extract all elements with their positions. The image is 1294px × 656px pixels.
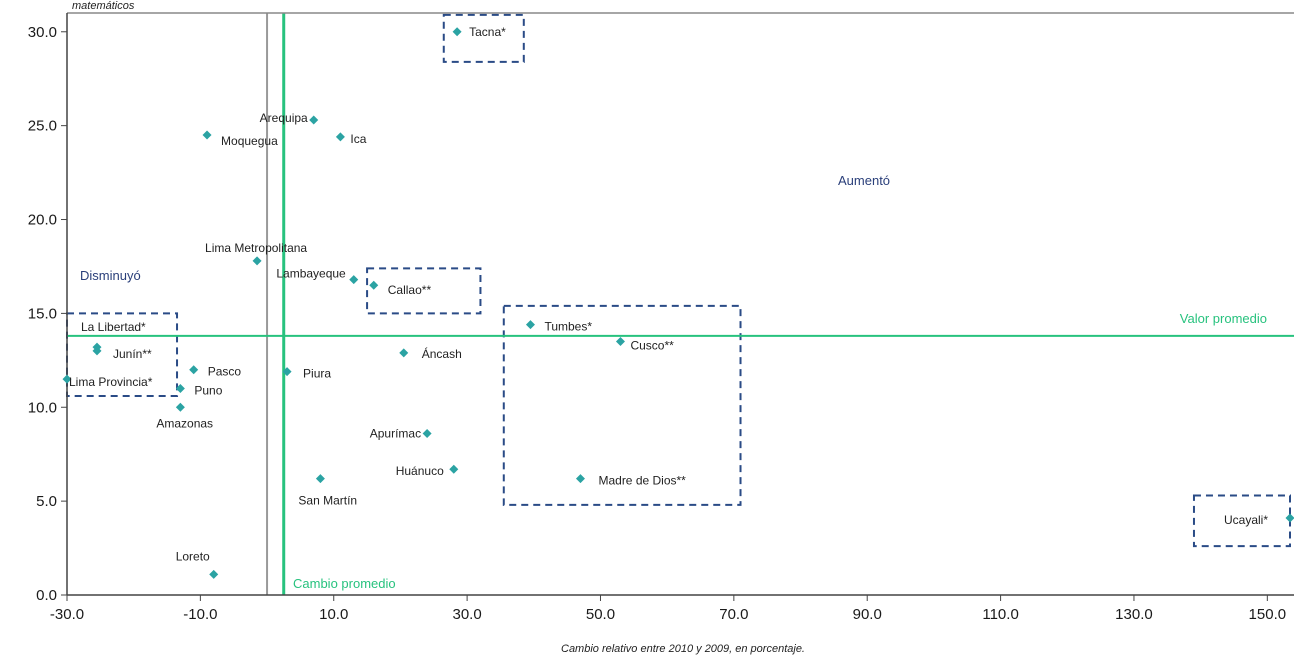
region-label-decreased: Disminuyó	[80, 268, 141, 283]
box-callao	[366, 267, 482, 315]
point-label: Apurímac	[370, 427, 421, 441]
data-point	[315, 474, 325, 484]
point-label: Cusco**	[630, 339, 674, 353]
average-value-label: Valor promedio	[1180, 311, 1267, 326]
point-label: Ica	[350, 132, 366, 146]
point-label: Junín**	[113, 347, 152, 361]
x-tick-label: -10.0	[183, 606, 217, 623]
point-labels: Tacna* Arequipa Moquegua Ica Lima Metropolit…	[69, 25, 1268, 564]
x-tick-label: 70.0	[719, 606, 748, 623]
data-point	[369, 280, 379, 290]
y-tick-label: 30.0	[28, 24, 57, 41]
y-tick-label: 25.0	[28, 118, 57, 135]
data-point	[452, 27, 462, 37]
data-point	[449, 464, 459, 474]
point-label: La Libertad*	[81, 320, 146, 334]
box-tumbes	[502, 304, 742, 506]
x-tick-label: -30.0	[50, 606, 84, 623]
x-tick-label: 110.0	[982, 606, 1018, 623]
point-label: Lambayeque	[276, 267, 346, 281]
point-label: Ucayali*	[1224, 513, 1268, 527]
data-point	[92, 346, 102, 356]
data-point	[175, 383, 185, 393]
data-point	[615, 337, 625, 347]
point-label: Callao**	[388, 283, 432, 297]
data-point	[422, 429, 432, 439]
data-point	[399, 348, 409, 358]
point-label: Moquegua	[221, 134, 278, 148]
axes: 0.0 5.0 10.0 15.0 20.0 25.0 30.0 -30.0 -10.0 10.0…	[28, 12, 1294, 623]
point-label: Lima Metropolitana	[205, 241, 307, 255]
data-point	[209, 569, 219, 579]
data-point	[349, 275, 359, 285]
point-label: Huánuco	[396, 464, 444, 478]
data-point	[252, 256, 262, 266]
reference-lines	[67, 13, 1294, 595]
y-tick-label: 5.0	[36, 493, 57, 510]
data-point	[189, 365, 199, 375]
data-point	[175, 402, 185, 412]
y-tick-label: 10.0	[28, 399, 57, 416]
point-label: Arequipa	[260, 111, 308, 125]
point-label: Lima Provincia*	[69, 375, 153, 389]
y-tick-label: 15.0	[28, 305, 57, 322]
region-label-increased: Aumentó	[838, 173, 890, 188]
data-point	[202, 130, 212, 140]
data-point	[62, 374, 72, 384]
point-label: Madre de Dios**	[598, 474, 686, 488]
data-point	[309, 115, 319, 125]
x-tick-label: 150.0	[1249, 606, 1287, 623]
y-axis-label: matemáticos	[72, 0, 135, 12]
point-label: Tumbes*	[544, 320, 592, 334]
box-tacna	[442, 13, 525, 63]
x-tick-label: 90.0	[853, 606, 882, 623]
point-label: Puno	[194, 383, 222, 397]
x-tick-label: 50.0	[586, 606, 615, 623]
point-label: Pasco	[208, 365, 242, 379]
y-tick-label: 20.0	[28, 212, 57, 229]
data-point	[335, 132, 345, 142]
y-tick-label: 0.0	[36, 587, 57, 604]
data-point	[1285, 513, 1294, 523]
x-tick-label: 30.0	[453, 606, 482, 623]
point-label: Áncash	[422, 346, 462, 361]
x-axis-label: Cambio relativo entre 2010 y 2009, en po…	[561, 643, 805, 655]
data-points	[62, 27, 1294, 579]
point-label: Amazonas	[156, 416, 213, 430]
point-label: Loreto	[176, 549, 210, 563]
average-change-label: Cambio promedio	[293, 576, 396, 591]
x-tick-label: 130.0	[1115, 606, 1153, 623]
x-tick-label: 10.0	[319, 606, 348, 623]
data-point	[525, 320, 535, 330]
data-point	[575, 474, 585, 484]
data-point	[282, 367, 292, 377]
highlight-boxes	[66, 13, 1291, 548]
point-label: Tacna*	[469, 25, 506, 39]
point-label: Piura	[303, 367, 331, 381]
point-label: San Martín	[298, 494, 357, 508]
